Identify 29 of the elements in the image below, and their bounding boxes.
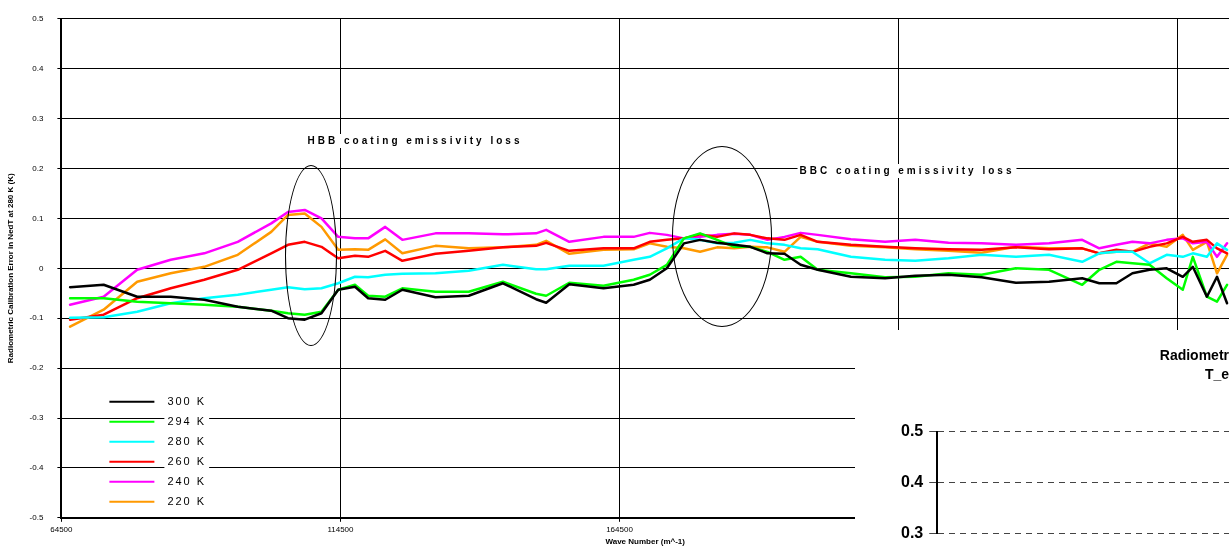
legend-label: 240 K [167,474,207,487]
chart-title: Radiometr [1159,347,1229,364]
y-tick-label: -0.3 [29,413,44,423]
x-tick-label: 64500 [50,524,74,534]
annotation: BBC coating emissivity loss [799,164,1015,176]
y-tick-label: 0.1 [32,213,44,223]
x-tick-label: 164500 [606,524,634,534]
x-tick-label: 114500 [327,524,355,534]
y-tick-label: 0.5 [900,422,924,440]
x-axis-title: Wave Number (m^-1) [605,537,686,547]
y-tick-label: 0 [38,263,44,273]
legend-label: 300 K [167,394,207,407]
legend-label: 294 K [167,414,207,427]
y-tick-label: 0.4 [900,472,924,490]
y-tick-label: 0.3 [900,523,924,541]
y-tick-label: -0.5 [29,513,44,522]
chart-subtitle: T_e [1204,366,1229,383]
y-tick-label: 0.3 [32,113,44,123]
y-tick-label: -0.2 [29,363,44,373]
legend-label: 260 K [167,454,207,467]
y-axis-title: Radiometric Calibration Error in NedT at 280 K (K) [6,173,15,364]
y-tick-label: -0.1 [29,313,44,323]
y-tick-label: -0.4 [29,463,44,473]
y-tick-label: 0.4 [32,63,44,73]
annotation: HBB coating emissivity loss [307,134,523,146]
legend-label: 220 K [167,494,207,507]
legend-label: 280 K [167,434,207,447]
y-tick-label: 0.5 [32,14,44,23]
y-tick-label: 0.2 [32,163,44,173]
